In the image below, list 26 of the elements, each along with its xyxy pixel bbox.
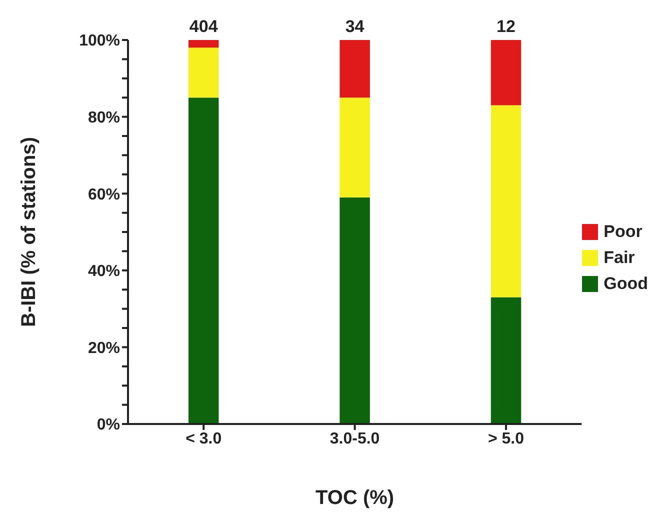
y-tick-label: 20%	[88, 340, 120, 357]
x-axis-title: TOC (%)	[316, 487, 394, 509]
y-axis-title: B-IBI (% of stations)	[18, 137, 40, 327]
annotation: 404	[189, 17, 218, 36]
legend-label: Good	[604, 274, 648, 294]
x-tick-label: 3.0-5.0	[330, 430, 380, 448]
bar	[188, 98, 219, 424]
bar	[490, 297, 522, 424]
bar	[490, 40, 522, 106]
legend-label: Poor	[604, 222, 642, 242]
annotation: 34	[345, 17, 365, 36]
legend-label: Fair	[604, 248, 635, 268]
bar	[490, 105, 522, 298]
x-tick-label: < 3.0	[186, 430, 222, 448]
x-tick-label: > 5.0	[488, 430, 524, 448]
y-tick-label: 0%	[96, 416, 120, 434]
bar	[340, 197, 370, 424]
bar	[188, 48, 219, 98]
bar	[340, 98, 370, 198]
y-tick-label: 60%	[88, 186, 120, 204]
annotation: 12	[496, 17, 516, 36]
y-tick-label: 100%	[79, 32, 120, 50]
y-tick-label: 40%	[88, 263, 120, 280]
bar	[188, 40, 219, 48]
bar	[340, 40, 370, 98]
y-tick-label: 80%	[88, 109, 120, 126]
